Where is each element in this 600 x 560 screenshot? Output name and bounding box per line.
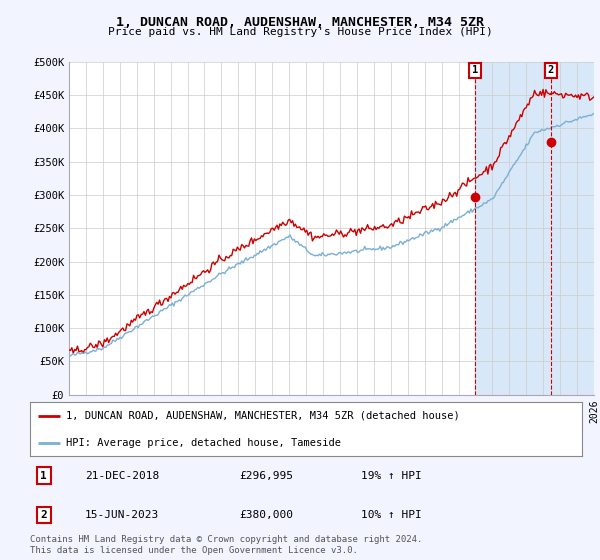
Text: 1, DUNCAN ROAD, AUDENSHAW, MANCHESTER, M34 5ZR: 1, DUNCAN ROAD, AUDENSHAW, MANCHESTER, M… bbox=[116, 16, 484, 29]
Text: 10% ↑ HPI: 10% ↑ HPI bbox=[361, 510, 422, 520]
Text: Price paid vs. HM Land Registry's House Price Index (HPI): Price paid vs. HM Land Registry's House … bbox=[107, 27, 493, 37]
Text: 1: 1 bbox=[40, 470, 47, 480]
Text: 21-DEC-2018: 21-DEC-2018 bbox=[85, 470, 160, 480]
Text: £296,995: £296,995 bbox=[240, 470, 294, 480]
Bar bbox=[475, 62, 594, 395]
Text: HPI: Average price, detached house, Tameside: HPI: Average price, detached house, Tame… bbox=[66, 438, 341, 448]
Text: 1: 1 bbox=[472, 66, 478, 75]
Text: 2: 2 bbox=[548, 66, 554, 75]
Text: 1, DUNCAN ROAD, AUDENSHAW, MANCHESTER, M34 5ZR (detached house): 1, DUNCAN ROAD, AUDENSHAW, MANCHESTER, M… bbox=[66, 411, 460, 421]
Text: 15-JUN-2023: 15-JUN-2023 bbox=[85, 510, 160, 520]
Text: £380,000: £380,000 bbox=[240, 510, 294, 520]
Text: Contains HM Land Registry data © Crown copyright and database right 2024.
This d: Contains HM Land Registry data © Crown c… bbox=[30, 535, 422, 555]
Text: 19% ↑ HPI: 19% ↑ HPI bbox=[361, 470, 422, 480]
Text: 2: 2 bbox=[40, 510, 47, 520]
